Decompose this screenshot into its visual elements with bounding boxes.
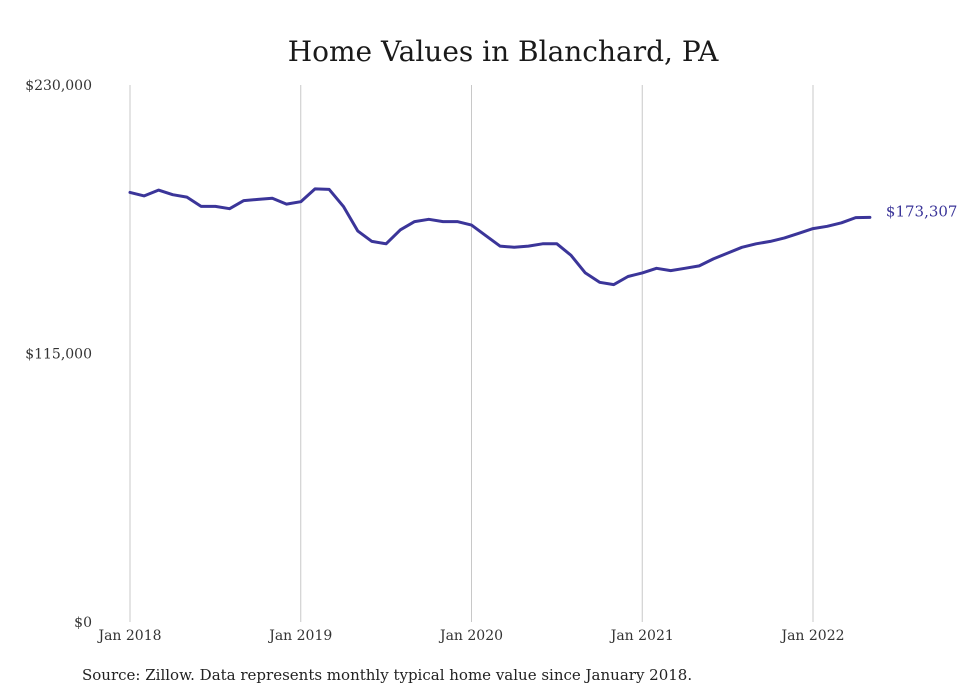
y-tick-label: $0 [74, 615, 92, 631]
x-axis-ticks: Jan 2018 Jan 2019 Jan 2020 Jan 2021 Jan 2022 [96, 628, 844, 644]
x-tick-label: Jan 2022 [779, 628, 844, 644]
y-axis-ticks: $0 $115,000 $230,000 [25, 78, 92, 631]
series-line [128, 187, 872, 287]
x-tick-label: Jan 2020 [438, 628, 503, 644]
end-value-label: $173,307 [886, 202, 958, 220]
x-tick-label: Jan 2019 [267, 628, 332, 644]
series-layer: $173,307 [128, 187, 958, 287]
grid-lines [129, 85, 814, 622]
y-tick-label: $230,000 [25, 78, 92, 94]
x-tick-label: Jan 2018 [96, 628, 161, 644]
source-note: Source: Zillow. Data represents monthly … [82, 666, 693, 684]
y-tick-label: $115,000 [25, 347, 92, 363]
chart-title: Home Values in Blanchard, PA [288, 35, 719, 68]
x-tick-label: Jan 2021 [609, 628, 674, 644]
